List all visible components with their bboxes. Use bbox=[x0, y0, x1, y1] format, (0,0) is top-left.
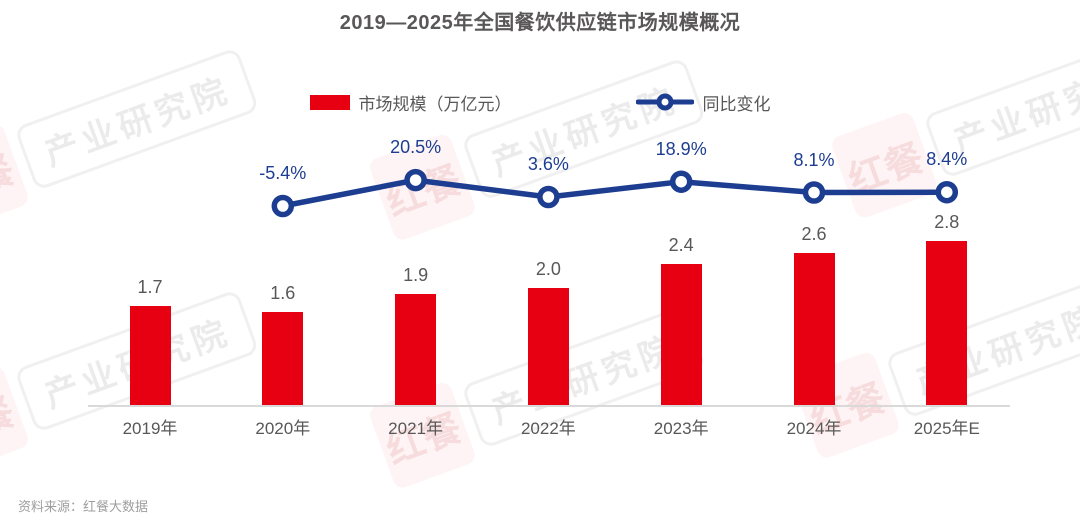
bar-2025年E bbox=[926, 241, 968, 406]
yoy-marker bbox=[271, 194, 295, 218]
watermark-logo: 红餐 bbox=[0, 364, 31, 475]
watermark: 红餐产业研究院 bbox=[0, 38, 263, 233]
x-axis-label: 2025年E bbox=[913, 419, 980, 438]
line-value-label: 18.9% bbox=[655, 138, 707, 159]
legend-label-yoy-change: 同比变化 bbox=[702, 94, 771, 114]
x-axis-label: 2021年 bbox=[388, 419, 443, 438]
yoy-marker bbox=[935, 180, 959, 204]
legend-label-market-size: 市场规模（万亿元） bbox=[358, 94, 512, 114]
bar-2019年 bbox=[129, 306, 171, 406]
line-series-swatch-icon bbox=[635, 93, 694, 111]
bar-value-label: 2.8 bbox=[934, 212, 960, 232]
bar-value-label: 1.6 bbox=[270, 283, 296, 303]
yoy-line bbox=[280, 177, 950, 209]
source-note: 资料来源：红餐大数据 bbox=[18, 499, 149, 514]
yoy-marker bbox=[404, 168, 427, 192]
watermark-label: 产业研究院 bbox=[884, 274, 1080, 419]
line-value-label: 3.6% bbox=[527, 154, 569, 174]
bar-2024年 bbox=[793, 253, 835, 406]
x-axis-label: 2024年 bbox=[786, 419, 842, 438]
bar-2022年 bbox=[527, 288, 569, 406]
watermark-label: 产业研究院 bbox=[13, 46, 260, 191]
x-axis-label: 2023年 bbox=[653, 419, 709, 438]
bar-value-label: 1.9 bbox=[403, 265, 429, 285]
legend: 市场规模（万亿元） 同比变化 bbox=[0, 88, 1080, 116]
x-axis-label: 2019年 bbox=[122, 419, 178, 438]
legend-item-yoy-change: 同比变化 bbox=[635, 90, 771, 115]
line-value-label: 8.1% bbox=[793, 149, 835, 170]
chart-title: 2019—2025年全国餐饮供应链市场规模概况 bbox=[339, 12, 741, 34]
watermark-logo: 红餐 bbox=[0, 122, 31, 233]
line-value-label: -5.4% bbox=[259, 163, 307, 183]
watermark: 红餐产业研究院 bbox=[829, 26, 1080, 221]
yoy-marker bbox=[669, 170, 693, 193]
line-value-label: 8.4% bbox=[926, 149, 968, 170]
bar-value-label: 1.7 bbox=[137, 277, 163, 297]
bar-value-label: 2.6 bbox=[801, 224, 827, 244]
watermark-label: 产业研究院 bbox=[460, 56, 707, 201]
line-value-label: 20.5% bbox=[390, 137, 442, 158]
bar-value-label: 2.0 bbox=[535, 259, 561, 279]
bar-2021年 bbox=[395, 294, 437, 406]
bar-series-swatch-icon bbox=[309, 94, 350, 110]
yoy-marker bbox=[802, 181, 826, 204]
x-axis-line bbox=[88, 405, 1010, 407]
x-axis-label: 2020年 bbox=[255, 419, 311, 438]
legend-item-market-size: 市场规模（万亿元） bbox=[309, 90, 512, 115]
yoy-marker bbox=[537, 185, 560, 209]
bar-value-label: 2.4 bbox=[668, 235, 694, 255]
bar-2020年 bbox=[262, 312, 304, 406]
bar-2023年 bbox=[660, 264, 702, 406]
x-axis-label: 2022年 bbox=[520, 419, 576, 438]
